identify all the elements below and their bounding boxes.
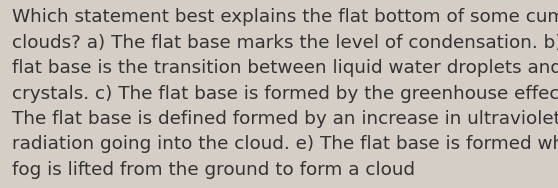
Text: fog is lifted from the ground to form a cloud: fog is lifted from the ground to form a …	[12, 161, 415, 179]
Text: crystals. c) The flat base is formed by the greenhouse effect. d): crystals. c) The flat base is formed by …	[12, 85, 558, 103]
Text: Which statement best explains the flat bottom of some cumulus: Which statement best explains the flat b…	[12, 8, 558, 27]
Text: clouds? a) The flat base marks the level of condensation. b) The: clouds? a) The flat base marks the level…	[12, 34, 558, 52]
Text: The flat base is defined formed by an increase in ultraviolet: The flat base is defined formed by an in…	[12, 110, 558, 128]
Text: radiation going into the cloud. e) The flat base is formed when: radiation going into the cloud. e) The f…	[12, 135, 558, 153]
Text: flat base is the transition between liquid water droplets and ice: flat base is the transition between liqu…	[12, 59, 558, 77]
